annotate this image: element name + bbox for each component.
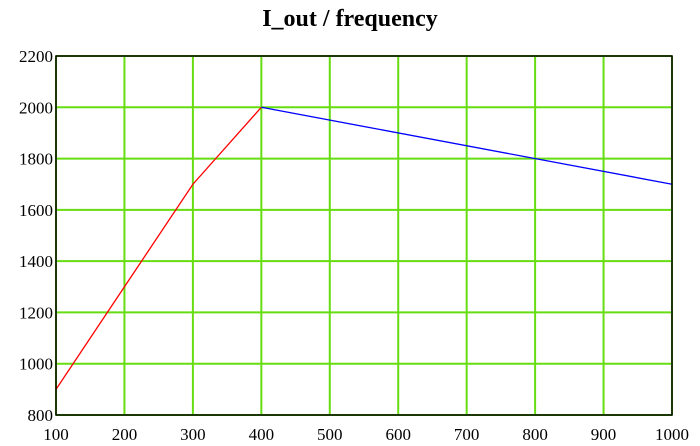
y-tick-label: 1000 xyxy=(19,355,53,374)
x-tick-label: 800 xyxy=(522,425,548,444)
grid-lines xyxy=(55,55,673,416)
plot-frame xyxy=(55,55,673,416)
y-tick-label: 800 xyxy=(28,406,54,425)
y-tick-label: 1600 xyxy=(19,201,53,220)
y-tick-label: 1400 xyxy=(19,252,53,271)
y-tick-label: 1200 xyxy=(19,303,53,322)
x-tick-label: 400 xyxy=(249,425,275,444)
x-tick-label: 900 xyxy=(591,425,617,444)
x-tick-label: 700 xyxy=(454,425,480,444)
chart-title: I_out / frequency xyxy=(262,6,438,32)
y-tick-label: 2000 xyxy=(19,98,53,117)
series-line-1 xyxy=(55,106,262,390)
x-tick-label: 300 xyxy=(180,425,206,444)
x-axis-ticks: 100 200 300 400 500 600 700 800 900 1000 xyxy=(43,425,689,444)
x-tick-label: 1000 xyxy=(655,425,689,444)
y-tick-label: 2200 xyxy=(19,47,53,66)
series-line-2 xyxy=(261,106,673,185)
y-tick-label: 1800 xyxy=(19,150,53,169)
series-lines xyxy=(55,106,673,390)
y-axis-ticks: 800 1000 1200 1400 1600 1800 2000 2200 xyxy=(19,47,53,425)
x-tick-label: 600 xyxy=(385,425,411,444)
x-tick-label: 100 xyxy=(43,425,69,444)
x-tick-label: 500 xyxy=(317,425,343,444)
x-tick-label: 200 xyxy=(112,425,138,444)
